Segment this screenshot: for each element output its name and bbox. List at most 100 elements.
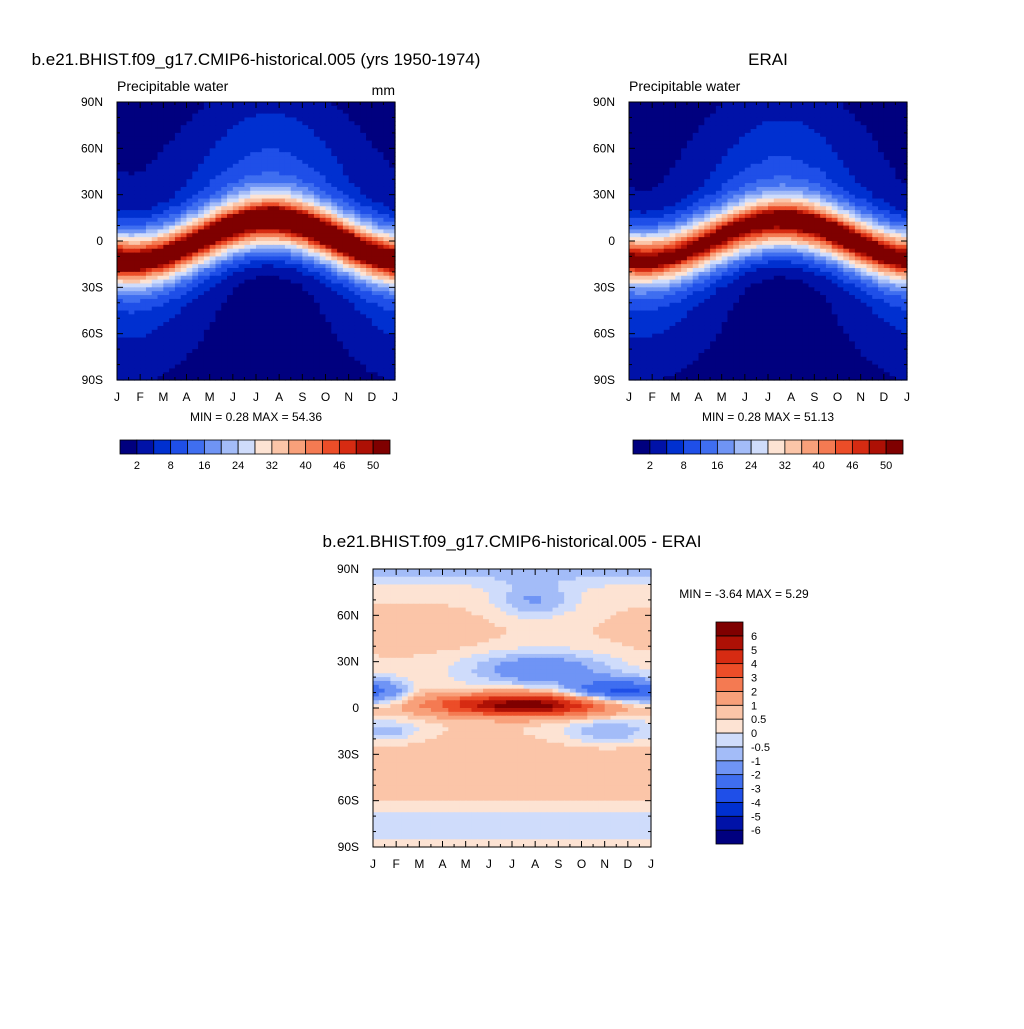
field-cell bbox=[337, 287, 343, 291]
field-cell bbox=[204, 226, 210, 230]
field-cell bbox=[722, 168, 728, 172]
field-cell bbox=[320, 202, 326, 206]
field-cell bbox=[198, 229, 204, 233]
field-cell bbox=[244, 110, 250, 114]
field-cell bbox=[809, 164, 815, 168]
field-cell bbox=[227, 334, 233, 338]
field-cell bbox=[895, 195, 901, 199]
field-cell bbox=[129, 280, 135, 284]
field-cell bbox=[163, 133, 169, 137]
field-cell bbox=[215, 353, 221, 357]
field-cell bbox=[210, 349, 216, 353]
field-cell bbox=[814, 148, 820, 152]
field-cell bbox=[158, 361, 164, 365]
field-cell bbox=[146, 311, 152, 315]
field-cell bbox=[123, 144, 129, 148]
field-cell bbox=[198, 148, 204, 152]
field-cell bbox=[314, 102, 320, 106]
field-cell bbox=[221, 249, 227, 253]
field-cell bbox=[710, 210, 716, 214]
field-cell bbox=[239, 199, 245, 203]
field-cell bbox=[123, 210, 129, 214]
field-cell bbox=[262, 144, 268, 148]
field-cell bbox=[291, 160, 297, 164]
field-cell bbox=[210, 137, 216, 141]
field-cell bbox=[890, 141, 896, 145]
field-cell bbox=[181, 195, 187, 199]
field-cell bbox=[279, 144, 285, 148]
field-cell bbox=[343, 206, 349, 210]
field-cell bbox=[117, 195, 123, 199]
field-cell bbox=[140, 229, 146, 233]
field-cell bbox=[745, 183, 751, 187]
field-cell bbox=[354, 164, 360, 168]
field-cell bbox=[169, 110, 175, 114]
field-cell bbox=[681, 125, 687, 129]
field-cell bbox=[326, 241, 332, 245]
field-cell bbox=[285, 210, 291, 214]
field-cell bbox=[273, 365, 279, 369]
field-cell bbox=[175, 291, 181, 295]
field-cell bbox=[791, 114, 797, 118]
field-cell bbox=[785, 110, 791, 114]
field-cell bbox=[268, 368, 274, 372]
field-cell bbox=[354, 299, 360, 303]
field-cell bbox=[326, 372, 332, 376]
field-cell bbox=[331, 256, 337, 260]
field-cell bbox=[163, 168, 169, 172]
field-cell bbox=[372, 137, 378, 141]
field-cell bbox=[268, 102, 274, 106]
field-cell bbox=[187, 268, 193, 272]
field-cell bbox=[244, 175, 250, 179]
field-cell bbox=[366, 268, 372, 272]
field-cell bbox=[140, 191, 146, 195]
field-cell bbox=[244, 241, 250, 245]
field-cell bbox=[117, 199, 123, 203]
field-cell bbox=[169, 291, 175, 295]
field-cell bbox=[814, 187, 820, 191]
field-cell bbox=[331, 322, 337, 326]
field-cell bbox=[152, 318, 158, 322]
field-cell bbox=[302, 106, 308, 110]
field-cell bbox=[285, 106, 291, 110]
field-cell bbox=[285, 133, 291, 137]
field-cell bbox=[861, 110, 867, 114]
field-cell bbox=[291, 287, 297, 291]
field-cell bbox=[215, 214, 221, 218]
field-cell bbox=[826, 168, 832, 172]
field-cell bbox=[326, 156, 332, 160]
field-cell bbox=[378, 202, 384, 206]
field-cell bbox=[181, 260, 187, 264]
field-cell bbox=[291, 121, 297, 125]
field-cell bbox=[890, 187, 896, 191]
field-cell bbox=[297, 144, 303, 148]
field-cell bbox=[331, 148, 337, 152]
x-tick-label: O bbox=[321, 390, 330, 404]
field-cell bbox=[331, 311, 337, 315]
field-cell bbox=[204, 341, 210, 345]
field-cell bbox=[343, 303, 349, 307]
field-cell bbox=[326, 253, 332, 257]
field-cell bbox=[192, 357, 198, 361]
field-cell bbox=[308, 187, 314, 191]
field-cell bbox=[372, 357, 378, 361]
field-cell bbox=[244, 361, 250, 365]
field-cell bbox=[785, 172, 791, 176]
field-cell bbox=[797, 175, 803, 179]
field-cell bbox=[308, 191, 314, 195]
field-cell bbox=[175, 102, 181, 106]
field-cell bbox=[140, 341, 146, 345]
field-cell bbox=[273, 341, 279, 345]
field-cell bbox=[331, 280, 337, 284]
field-cell bbox=[152, 137, 158, 141]
field-cell bbox=[343, 210, 349, 214]
field-cell bbox=[146, 214, 152, 218]
field-cell bbox=[129, 218, 135, 222]
field-cell bbox=[273, 361, 279, 365]
field-cell bbox=[146, 276, 152, 280]
field-cell bbox=[331, 114, 337, 118]
field-cell bbox=[158, 249, 164, 253]
field-cell bbox=[302, 164, 308, 168]
field-cell bbox=[250, 326, 256, 330]
field-cell bbox=[331, 172, 337, 176]
